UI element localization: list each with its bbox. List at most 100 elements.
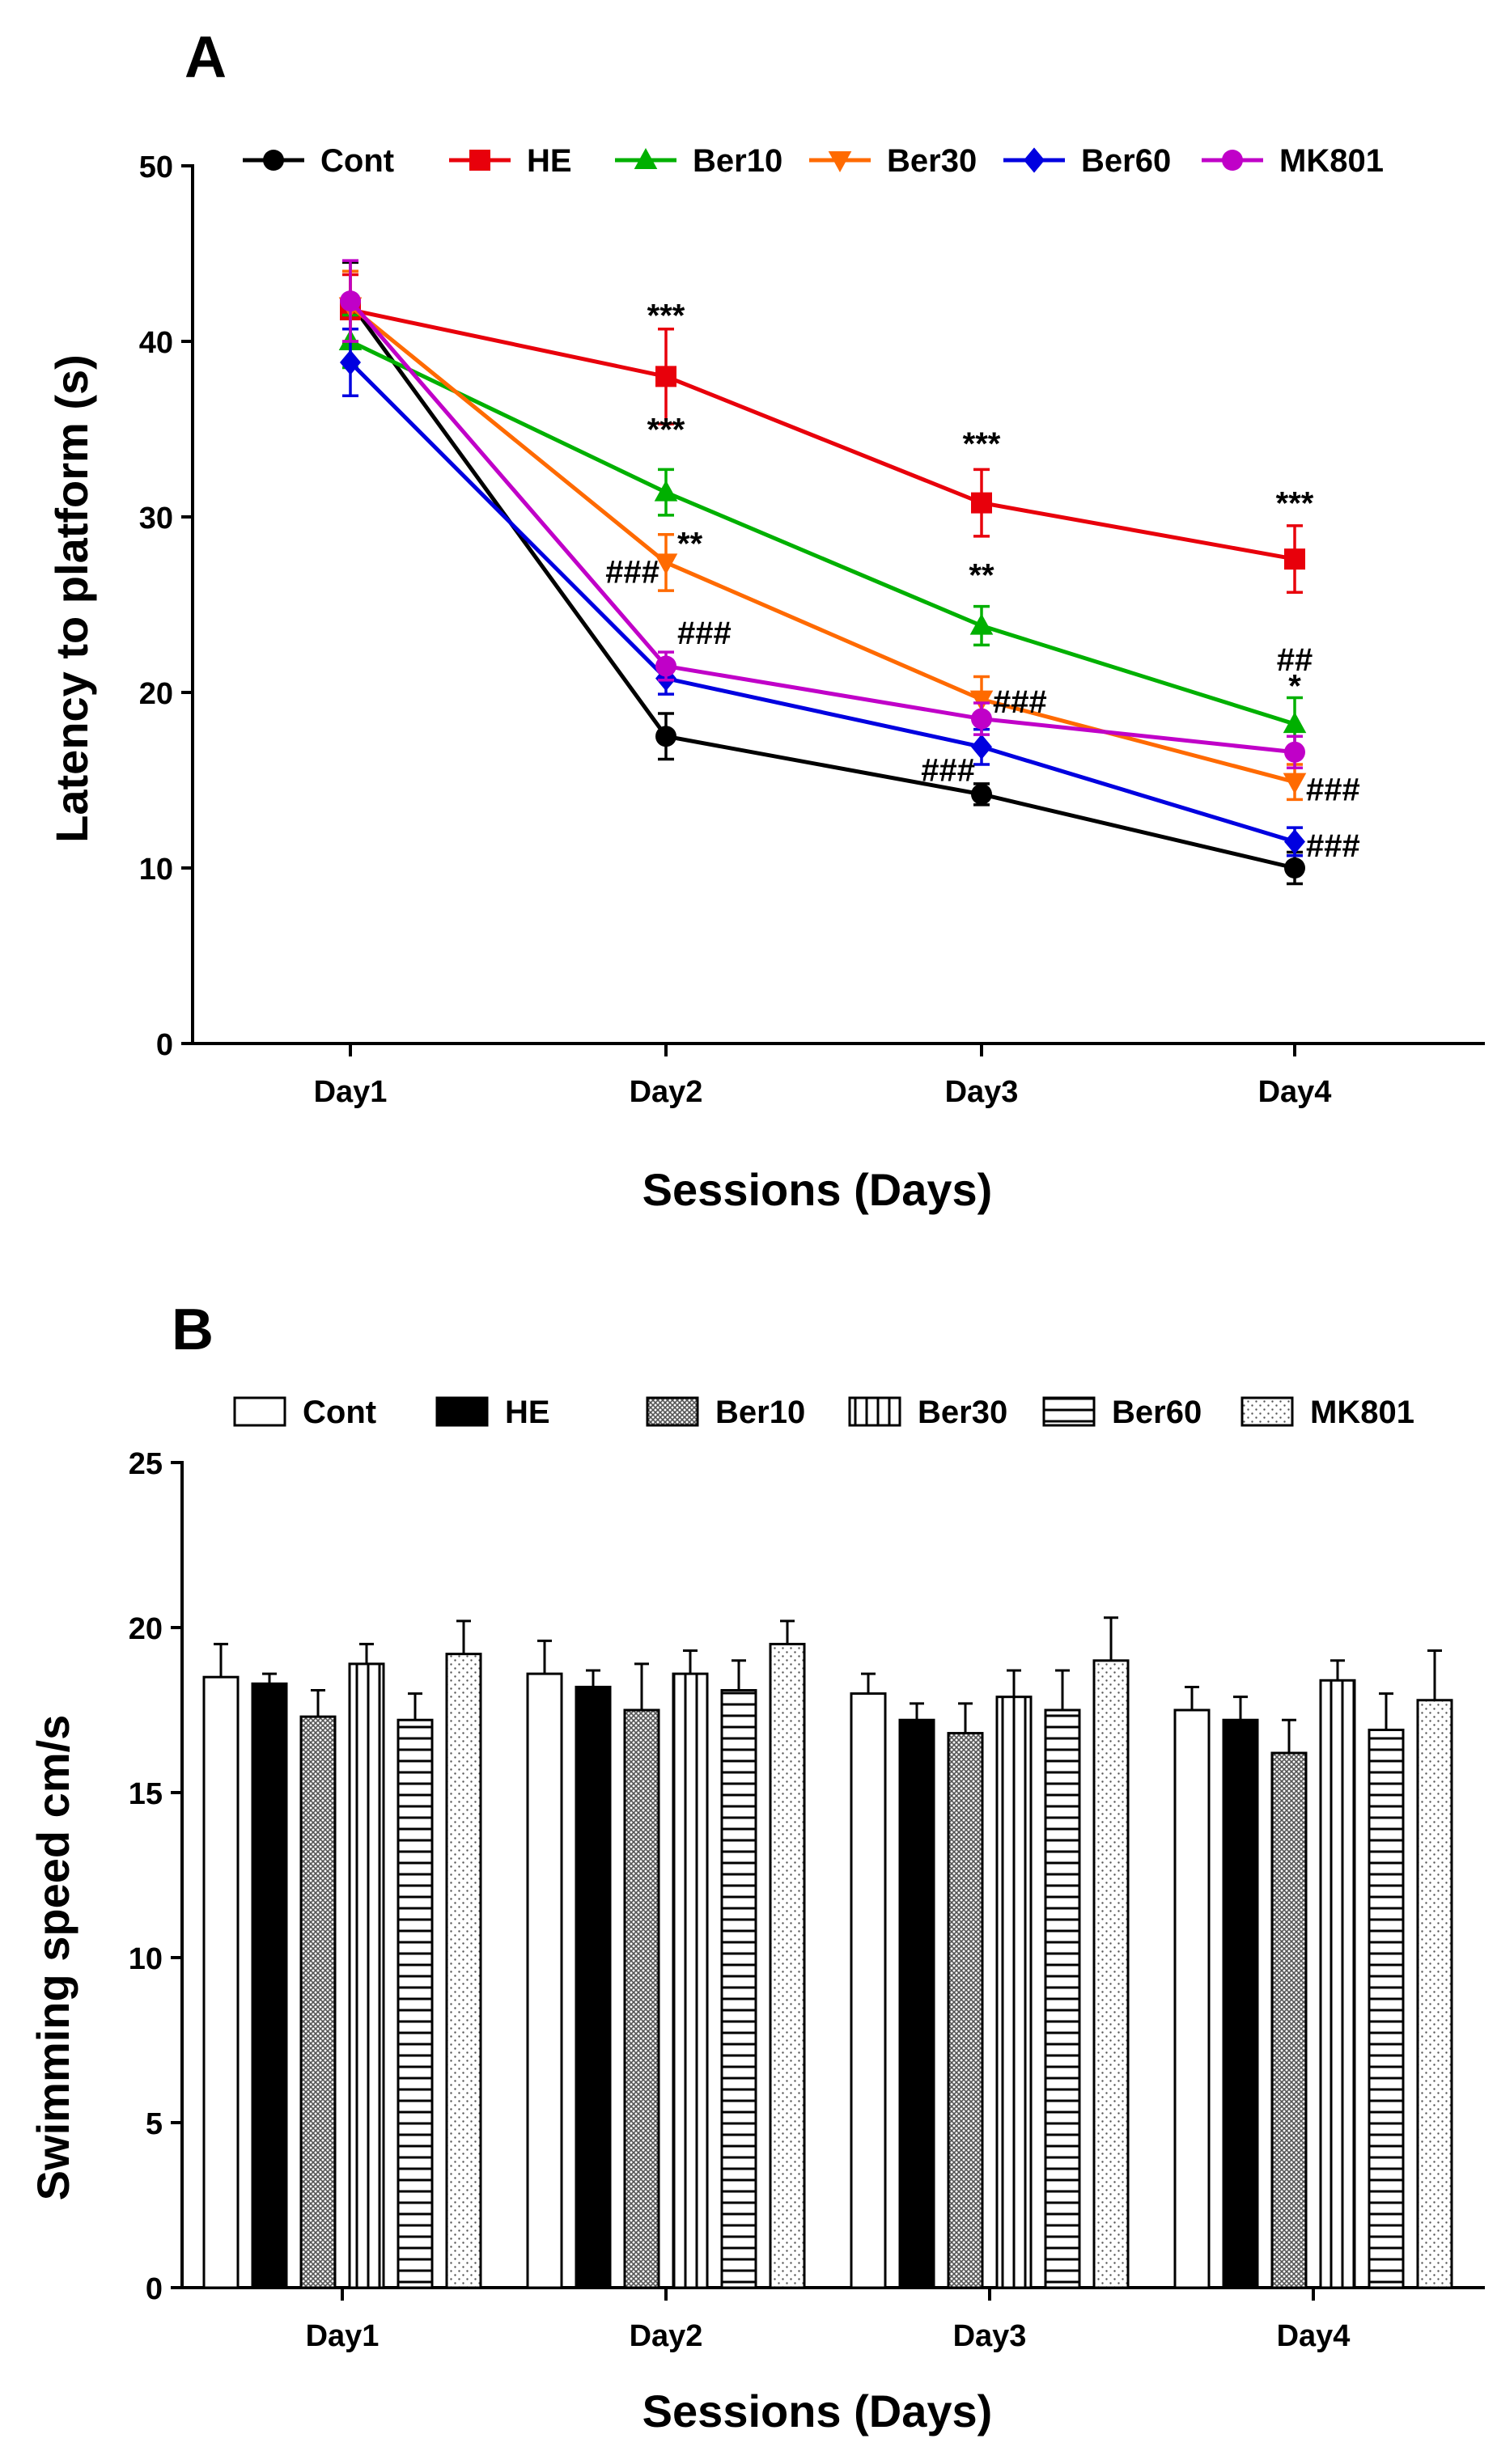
panel-a-y-tick-label: 0 (156, 1028, 173, 1062)
significance-marker: ### (1306, 828, 1360, 864)
significance-marker: *** (647, 413, 685, 448)
panel-a-x-axis-title: Sessions (Days) (642, 1164, 993, 1215)
legend-item-cont: Cont (243, 143, 394, 179)
legend-swatch (1042, 1396, 1096, 1427)
bar (526, 1672, 563, 2289)
bar (299, 1715, 337, 2289)
data-point (340, 290, 361, 312)
bar (397, 1718, 434, 2289)
bar (898, 1718, 935, 2289)
legend-label: Ber10 (715, 1395, 805, 1430)
legend-item-ber10: Ber10 (615, 143, 782, 179)
bar (947, 1732, 984, 2289)
bar (575, 1685, 612, 2289)
data-point (971, 783, 992, 805)
legend-marker (634, 148, 658, 170)
series-ber30 (348, 1642, 1356, 2289)
panel-b-x-tick-label: Day2 (630, 2319, 703, 2353)
panel-b-legend: Cont HE Ber10 Ber30 Ber60 MK801 (233, 1395, 1414, 1430)
legend-item-ber30: Ber30 (848, 1395, 1007, 1430)
data-point (655, 366, 676, 387)
panel-b-y-tick-label: 5 (146, 2107, 163, 2141)
panel-b-y-tick-label: 0 (146, 2272, 163, 2306)
series-cont (340, 260, 1305, 886)
series-ber60 (340, 328, 1305, 857)
legend-item-cont: Cont (233, 1395, 376, 1430)
bar (769, 1642, 806, 2289)
significance-marker: *** (963, 426, 1001, 462)
panel-a-y-tick-label: 10 (139, 853, 173, 887)
significance-marker: * (1288, 668, 1301, 704)
panel-a-x-tick-label: Day4 (1258, 1075, 1332, 1109)
bar (995, 1696, 1033, 2289)
data-point (654, 480, 678, 502)
panel-a-legend: Cont HE Ber10 Ber30 Ber60 MK801 (243, 143, 1384, 179)
series-ber30 (338, 269, 1307, 802)
panel-b-x-tick-label: Day1 (306, 2319, 380, 2353)
bar (202, 1675, 240, 2289)
panel-a-x-tick-label: Day1 (314, 1075, 388, 1109)
legend-label: MK801 (1279, 143, 1384, 179)
legend-swatch (435, 1396, 489, 1427)
legend-label: Cont (320, 143, 394, 179)
data-point (971, 492, 992, 514)
series-line (350, 307, 1296, 561)
legend-marker (263, 150, 284, 171)
panel-b-y-axis-title: Swimming speed cm/s (28, 1715, 78, 2201)
data-point (969, 690, 994, 712)
bar (1319, 1679, 1356, 2289)
panel-a-letter: A (184, 25, 227, 90)
panel-a-x-tick-label: Day2 (630, 1075, 703, 1109)
panel-b-letter: B (172, 1298, 214, 1362)
significance-marker: *** (647, 298, 685, 333)
legend-marker (1222, 150, 1243, 171)
legend-marker (1024, 147, 1045, 173)
legend-marker (469, 150, 490, 171)
series-he (251, 1669, 1259, 2289)
significance-marker: ### (1306, 772, 1360, 807)
legend-swatch (1240, 1396, 1294, 1427)
series-line (349, 299, 1296, 755)
series-line (349, 339, 1296, 726)
bar (1092, 1659, 1130, 2289)
series-mk801 (445, 1616, 1453, 2289)
legend-label: Cont (303, 1395, 376, 1430)
panel-a-axes: 0 10 20 30 40 50 Day1 Day2 Day3 Day4 (139, 150, 1485, 1109)
series-cont (202, 1639, 1211, 2289)
panel-b-axes: 0 5 10 15 20 25 Day1 Day2 Day3 Day4 (129, 1447, 1485, 2353)
panel-a-annotations: ********######*****######***##*###### (605, 298, 1360, 863)
panel-b-bars (202, 1616, 1453, 2289)
panel-a-y-axis-title: Latency to platform (s) (46, 354, 97, 843)
legend-swatch (848, 1396, 901, 1427)
legend-label: HE (527, 143, 572, 179)
legend-item-mk801: MK801 (1240, 1395, 1414, 1430)
series-line (349, 361, 1296, 844)
legend-label: MK801 (1310, 1395, 1414, 1430)
legend-item-ber60: Ber60 (1003, 143, 1171, 179)
significance-marker: ** (969, 558, 994, 594)
significance-marker: ## (1277, 642, 1313, 678)
panel-b-x-tick-label: Day4 (1277, 2319, 1351, 2353)
panel-b: B Cont HE Ber10 Ber30 Ber60 MK801 0 5 10 15 20 25 D… (28, 1298, 1485, 2436)
legend-marker (828, 150, 852, 172)
panel-a: A Cont HE Ber10 Ber30 Ber60 MK801 0 10 20 30 40 50… (46, 25, 1485, 1215)
panel-b-x-tick-label: Day3 (953, 2319, 1027, 2353)
legend-label: Ber60 (1081, 143, 1171, 179)
significance-marker: ** (677, 527, 703, 562)
bar (1044, 1708, 1081, 2289)
panel-a-y-tick-label: 30 (139, 502, 173, 536)
legend-swatch (233, 1396, 286, 1427)
series-ber10 (299, 1662, 1308, 2289)
bar (623, 1708, 660, 2289)
legend-swatch (646, 1396, 699, 1427)
panel-b-y-tick-label: 15 (129, 1777, 163, 1811)
legend-item-mk801: MK801 (1202, 143, 1384, 179)
data-point (1283, 773, 1307, 794)
legend-item-ber30: Ber30 (809, 143, 977, 179)
series-line (348, 301, 1296, 870)
significance-marker: *** (1276, 486, 1314, 522)
data-point (655, 655, 676, 677)
data-point (969, 613, 994, 635)
series-ber10 (338, 313, 1307, 752)
